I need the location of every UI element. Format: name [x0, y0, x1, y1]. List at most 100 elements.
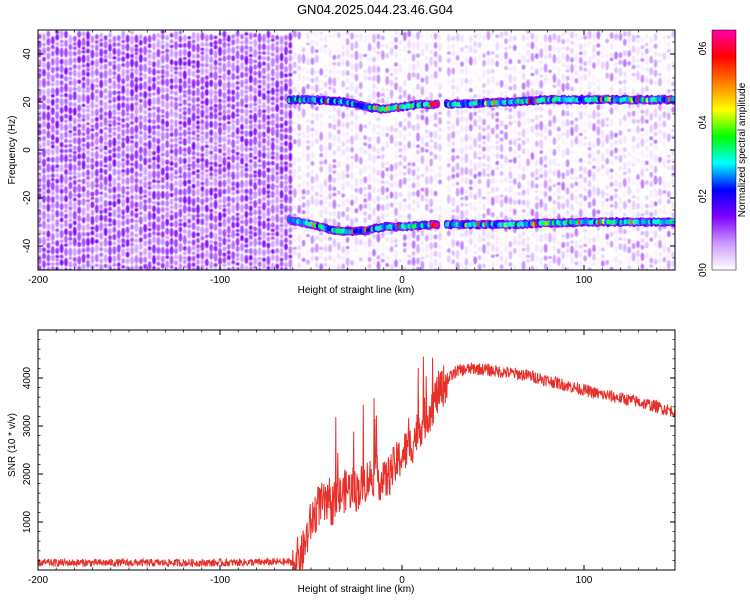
- spectrogram-cell: [125, 226, 130, 234]
- spectrogram-cell: [169, 32, 174, 38]
- spectrogram-cell: [55, 240, 60, 247]
- spectrogram-cell: [292, 70, 297, 74]
- spectrogram-cell: [587, 229, 592, 236]
- spectrogram-cell: [156, 144, 161, 154]
- spectrogram-cell: [112, 177, 117, 187]
- spectrogram-cell: [341, 210, 346, 218]
- spectrogram-cell: [121, 30, 126, 40]
- spectrogram-cell: [640, 115, 645, 125]
- spectrogram-cell: [213, 131, 218, 142]
- spectrogram-cell: [367, 263, 372, 269]
- spectrogram-cell: [68, 206, 73, 211]
- spectrogram-cell: [429, 48, 434, 55]
- spectrogram-cell: [182, 147, 187, 153]
- spectrogram-cell: [367, 237, 372, 248]
- spectrogram-cell: [116, 116, 121, 122]
- spectrogram-cell: [64, 83, 68, 93]
- spectrogram-cell: [248, 201, 253, 205]
- spectrogram-cell: [486, 145, 491, 153]
- spectrogram-cell: [473, 137, 478, 148]
- spectrogram-cell: [59, 43, 64, 47]
- spectrogram-cell: [231, 251, 236, 260]
- spectrogram-cell: [627, 167, 632, 174]
- spectrogram-cell: [103, 223, 108, 228]
- spectrogram-cell: [147, 85, 152, 92]
- spectrogram-cell: [614, 211, 618, 219]
- spectrogram-cell: [103, 168, 108, 175]
- spectrogram-cell: [200, 205, 205, 212]
- spectrogram-cell: [200, 135, 205, 144]
- spectrogram-cell: [121, 39, 126, 44]
- spectrogram-cell: [231, 95, 236, 103]
- spectrogram-cell: [196, 78, 200, 87]
- spectrogram-cell: [658, 39, 662, 50]
- spectrogram-cell: [526, 105, 530, 116]
- spectrogram-cell: [402, 186, 407, 195]
- spectrogram-cell: [104, 269, 107, 270]
- spectrogram-cell: [618, 130, 623, 136]
- spectrogram-cell: [640, 244, 645, 250]
- spectrogram-cell: [174, 75, 178, 84]
- spectrogram-cell: [394, 76, 398, 81]
- spectrogram-cell: [336, 118, 341, 128]
- spectrogram-cell: [530, 190, 535, 194]
- spectrogram-cell: [662, 256, 667, 263]
- spectrogram-cell: [512, 247, 517, 254]
- spectrogram-cell: [196, 204, 200, 214]
- spectrogram-cell: [323, 256, 328, 263]
- spectrogram-cell: [402, 134, 407, 142]
- spectrogram-cell: [376, 155, 381, 159]
- spectrogram-cell: [561, 227, 566, 233]
- spectrogram-cell: [332, 159, 337, 163]
- spectrogram-cell: [253, 190, 258, 200]
- spectrogram-cell: [376, 50, 381, 55]
- spectrogram-cell: [521, 111, 526, 117]
- spectrogram-cell: [319, 246, 324, 251]
- spectrogram-cell: [284, 41, 288, 46]
- spectrogram-cell: [358, 212, 363, 219]
- spectrogram-cell: [363, 250, 368, 255]
- spectrogram-cell: [284, 78, 288, 83]
- spectrogram-cell: [235, 64, 240, 74]
- spectrogram-cell: [196, 244, 200, 249]
- spectrogram-cell: [578, 173, 583, 179]
- spectrogram-cell: [530, 152, 535, 160]
- spectrogram-cell: [169, 160, 174, 166]
- spectrogram-cell: [446, 264, 451, 270]
- spectrogram-cell: [407, 213, 412, 220]
- spectrogram-cell: [125, 265, 130, 270]
- spectrogram-cell: [486, 264, 491, 268]
- spectrogram-cell: [460, 202, 464, 207]
- spectrogram-cell: [306, 49, 310, 54]
- spectrogram-cell: [55, 33, 60, 41]
- spectrogram-cell: [160, 118, 165, 125]
- spectrogram-cell: [644, 42, 649, 47]
- spectrogram-cell: [468, 44, 473, 53]
- spectrogram-cell: [222, 195, 227, 205]
- spectrogram-cell: [191, 53, 196, 59]
- spectrogram-cell: [363, 203, 368, 209]
- spectrogram-cell: [121, 172, 126, 178]
- spectrogram-cell: [490, 75, 495, 85]
- spectrogram-cell: [420, 49, 425, 56]
- spectrogram-cell: [143, 80, 148, 90]
- spectrogram-cell: [539, 150, 544, 154]
- spectrogram-cell: [138, 98, 143, 104]
- spectrogram-cell: [279, 239, 284, 248]
- spectrogram-cell: [130, 71, 134, 80]
- spectrogram-cell: [275, 96, 280, 104]
- spectrogram-cell: [121, 129, 126, 137]
- spectrogram-cell: [182, 106, 187, 111]
- spectrogram-cell: [121, 227, 126, 238]
- spectrogram-cell: [477, 63, 482, 71]
- spectrogram-cell: [530, 80, 535, 86]
- spectrogram-cell: [301, 257, 306, 262]
- spectrogram-cell: [174, 229, 178, 238]
- spectrogram-cell: [42, 147, 46, 158]
- spectrogram-cell: [38, 73, 42, 78]
- spectrogram-cell: [213, 215, 218, 224]
- spectrogram-cell: [649, 171, 654, 178]
- spectrogram-cell: [68, 162, 73, 172]
- spectrogram-cell: [292, 266, 297, 270]
- spectrogram-cell: [147, 43, 152, 49]
